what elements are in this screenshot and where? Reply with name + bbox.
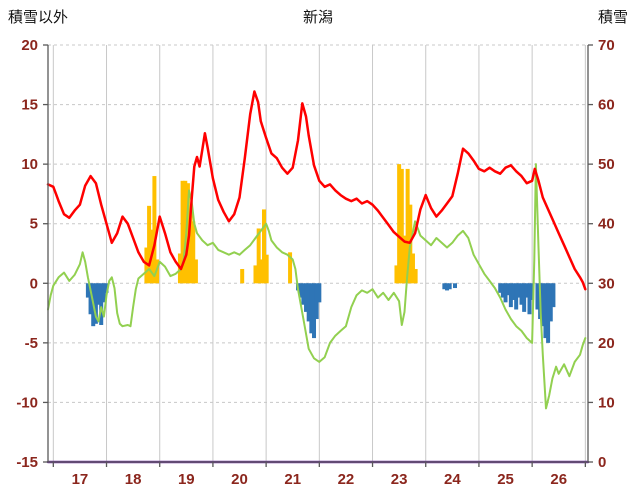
blue-bars-bar — [88, 283, 93, 315]
orange-bars-bar — [264, 254, 269, 284]
blue-bars-bar — [306, 283, 311, 322]
blue-bars-bar — [522, 283, 527, 312]
blue-bars-bar — [551, 283, 556, 308]
x-tick-label: 20 — [231, 471, 248, 488]
blue-bars-bar — [511, 283, 516, 300]
orange-bars-bar — [188, 211, 193, 284]
right-tick-label: 10 — [598, 394, 615, 411]
x-tick-label: 25 — [497, 471, 514, 488]
orange-bars-bar — [240, 268, 245, 284]
left-tick-label: 15 — [21, 97, 38, 114]
blue-bars-bar — [452, 283, 457, 289]
orange-bars — [144, 164, 418, 284]
chart-title: 新潟 — [302, 9, 333, 26]
blue-bars — [85, 283, 556, 343]
x-tick-label: 21 — [284, 471, 301, 488]
blue-bars-bar — [85, 283, 90, 298]
blue-bars-bar — [298, 283, 303, 298]
orange-bars-bar — [394, 265, 399, 284]
orange-bars-bar — [397, 164, 402, 284]
blue-bars-bar — [503, 283, 508, 303]
orange-bars-bar — [152, 176, 157, 284]
red-line — [46, 90, 587, 291]
orange-bars-bar — [259, 259, 264, 284]
orange-bars-bar — [288, 252, 293, 284]
blue-bars-bar — [309, 283, 314, 334]
blue-bars-bar — [514, 283, 519, 310]
blue-bars-bar — [99, 283, 104, 325]
orange-bars-bar — [256, 228, 261, 284]
blue-bars-bar — [93, 283, 98, 324]
blue-bars-bar — [540, 283, 545, 327]
green-line — [47, 163, 587, 410]
orange-bars-bar — [183, 180, 188, 284]
orange-bars-bar — [180, 180, 185, 284]
blue-bars-bar — [101, 283, 106, 303]
left-tick-label: 5 — [30, 216, 38, 233]
orange-bars-bar — [410, 253, 415, 284]
blue-bars-bar — [543, 283, 548, 339]
blue-bars-bar — [506, 283, 511, 296]
right-tick-label: 0 — [598, 454, 606, 471]
x-tick-label: 18 — [125, 471, 142, 488]
blue-bars-bar — [317, 283, 322, 303]
left-tick-label: -5 — [25, 335, 38, 352]
left-tick-label: 20 — [21, 37, 38, 54]
orange-bars-bar — [193, 259, 198, 284]
x-tick-label: 19 — [178, 471, 195, 488]
blue-bars-bar — [535, 283, 540, 310]
left-axis-title: 積雪以外 — [8, 9, 69, 26]
right-tick-label: 70 — [598, 37, 615, 54]
blue-bars-bar — [104, 283, 109, 293]
blue-bars-bar — [546, 283, 551, 343]
blue-bars-bar — [314, 283, 319, 320]
x-tick-label: 23 — [391, 471, 408, 488]
left-tick-label: 10 — [21, 156, 38, 173]
blue-bars-bar — [508, 283, 513, 308]
right-tick-label: 40 — [598, 216, 615, 233]
orange-bars-bar — [253, 265, 258, 284]
left-tick-label: -15 — [16, 454, 38, 471]
blue-bars-bar — [498, 283, 503, 293]
orange-bars-bar — [191, 221, 196, 284]
x-tick-label: 17 — [72, 471, 89, 488]
blue-bars-bar — [96, 283, 101, 305]
left-tick-label: 0 — [30, 275, 38, 292]
right-tick-label: 20 — [598, 335, 615, 352]
right-tick-label: 50 — [598, 156, 615, 173]
orange-bars-bar — [262, 209, 266, 284]
blue-bars-bar — [445, 283, 450, 291]
x-tick-label: 26 — [550, 471, 567, 488]
x-tick-label: 24 — [444, 471, 461, 488]
right-axis-title: 積雪 — [597, 9, 628, 26]
blue-bars-bar — [301, 283, 306, 305]
blue-bars-bar — [304, 283, 309, 312]
left-tick-label: -10 — [16, 394, 38, 411]
orange-bars-bar — [399, 168, 404, 284]
blue-bars-bar — [548, 283, 553, 322]
blue-bars-bar — [516, 283, 521, 298]
right-tick-label: 60 — [598, 97, 615, 114]
blue-bars-bar — [519, 283, 524, 305]
orange-bars-bar — [402, 235, 407, 284]
blue-bars-bar — [527, 283, 532, 315]
blue-bars-bar — [524, 283, 529, 298]
orange-bars-bar — [144, 247, 149, 284]
blue-bars-bar — [447, 283, 452, 290]
orange-bars-bar — [405, 168, 410, 284]
blue-bars-bar — [500, 283, 505, 298]
blue-bars-bar — [312, 283, 317, 339]
orange-bars-bar — [413, 268, 418, 284]
blue-bars-bar — [530, 283, 535, 300]
blue-bars-bar — [442, 283, 447, 290]
x-tick-label: 22 — [338, 471, 355, 488]
right-tick-label: 30 — [598, 275, 615, 292]
orange-bars-bar — [147, 205, 152, 284]
